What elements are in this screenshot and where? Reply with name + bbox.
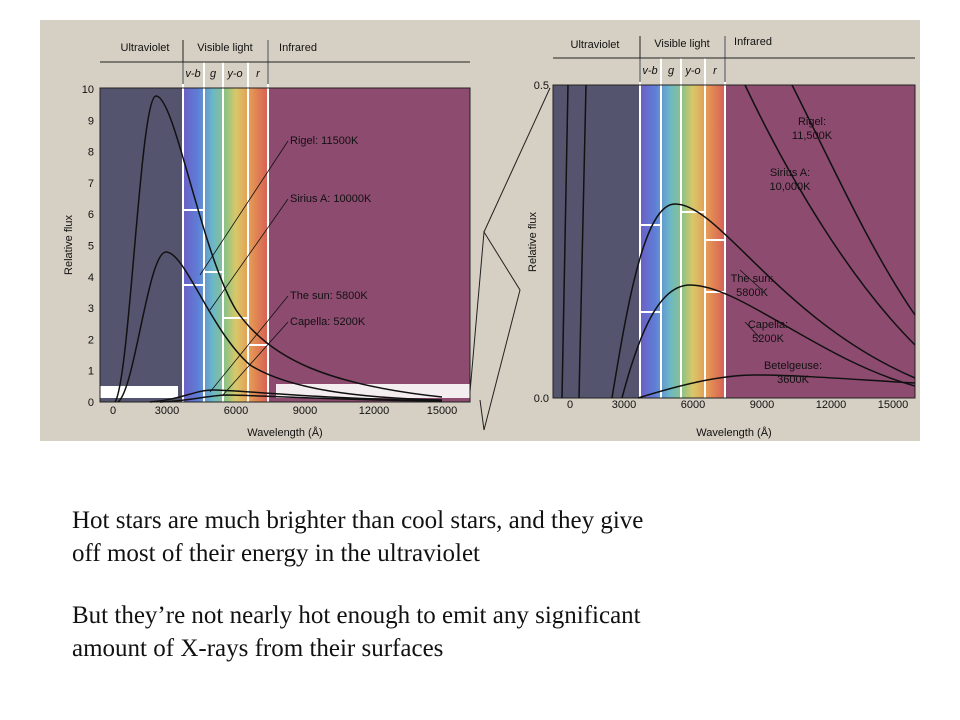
- figure: Ultraviolet Visible light Infrared v-b g…: [40, 20, 920, 441]
- plot-frame: [99, 87, 471, 403]
- band-label: Ultraviolet: [121, 42, 170, 54]
- sub-band-label: g: [668, 65, 675, 77]
- y-tick-label: 10: [82, 84, 94, 96]
- y-tick-label: 0: [88, 397, 94, 409]
- body-text: Hot stars are much brighter than cool st…: [72, 507, 643, 662]
- y-tick-label: 3: [88, 303, 94, 315]
- x-tick-label: 3000: [155, 405, 179, 417]
- band-label: Infrared: [279, 42, 317, 54]
- band-label: Infrared: [734, 36, 772, 48]
- band-label: Ultraviolet: [571, 39, 620, 51]
- sub-band-label: r: [713, 65, 718, 77]
- sub-band-label: r: [256, 68, 261, 80]
- paragraph-line: But they’re not nearly hot enough to emi…: [72, 602, 641, 629]
- x-axis-label: Wavelength (Å): [247, 426, 322, 439]
- sub-band-label: y-o: [684, 65, 700, 77]
- curve-label: 5800K: [736, 287, 768, 299]
- x-tick-label: 12000: [359, 405, 390, 417]
- y-tick-label: 2: [88, 334, 94, 346]
- x-tick-label: 12000: [816, 399, 847, 411]
- visible-region: [640, 85, 725, 398]
- zoom-wedge: [469, 230, 521, 431]
- curve-label: The sun:: [731, 273, 774, 285]
- curve-label: The sun: 5800K: [290, 290, 368, 302]
- x-tick-label: 0: [110, 405, 116, 417]
- y-tick-label: 7: [88, 178, 94, 190]
- curve-label: Rigel: 11500K: [290, 135, 359, 147]
- patch: [100, 386, 178, 398]
- band-label: Visible light: [654, 38, 709, 50]
- sub-band-label: v-b: [642, 65, 657, 77]
- x-axis-label: Wavelength (Å): [696, 426, 771, 439]
- curve-label: Rigel:: [798, 116, 826, 128]
- curve-label: Betelgeuse:: [764, 360, 822, 372]
- curve-label: Sirius A:: [770, 167, 810, 179]
- sub-band-label: g: [210, 68, 217, 80]
- y-tick-label: 6: [88, 209, 94, 221]
- y-tick-label: 9: [88, 115, 94, 127]
- ir-region: [268, 88, 470, 402]
- curve-label: Sirius A: 10000K: [290, 193, 372, 205]
- band-label: Visible light: [197, 42, 252, 54]
- leader-lines: [739, 269, 763, 339]
- curves: [114, 95, 443, 403]
- x-tick-label: 15000: [427, 405, 458, 417]
- sub-band-label: y-o: [226, 68, 242, 80]
- y-tick-label: 0.5: [534, 80, 549, 92]
- curve-label: 10,000K: [770, 181, 812, 193]
- zoom-line: [483, 87, 551, 233]
- curve-label: 3600K: [777, 374, 809, 386]
- visible-region: [183, 88, 268, 402]
- curve-label: Capella: 5200K: [290, 316, 366, 328]
- plot-frame: [552, 84, 916, 399]
- x-tick-label: 3000: [612, 399, 636, 411]
- y-tick-label: 0.0: [534, 393, 549, 405]
- paragraph-line: off most of their energy in the ultravio…: [72, 540, 480, 567]
- y-tick-label: 8: [88, 147, 94, 159]
- y-tick-label: 5: [88, 241, 94, 253]
- uv-region: [100, 88, 183, 402]
- y-axis-label: Relative flux: [527, 212, 539, 272]
- x-tick-label: 0: [567, 399, 573, 411]
- header-lines: [100, 40, 470, 84]
- curve-label: 5200K: [752, 333, 784, 345]
- y-axis-label: Relative flux: [63, 215, 75, 275]
- x-tick-label: 6000: [224, 405, 248, 417]
- paragraph-line: Hot stars are much brighter than cool st…: [72, 507, 643, 534]
- curve-label: Capella:: [748, 319, 788, 331]
- curves: [561, 84, 916, 399]
- x-tick-label: 9000: [750, 399, 774, 411]
- sub-band-label: v-b: [185, 68, 200, 80]
- paragraph-line: amount of X-rays from their surfaces: [72, 635, 443, 662]
- y-tick-label: 1: [88, 366, 94, 378]
- x-tick-label: 9000: [293, 405, 317, 417]
- leader-lines: [199, 140, 289, 397]
- x-tick-label: 15000: [878, 399, 909, 411]
- x-tick-label: 6000: [681, 399, 705, 411]
- header-lines: [553, 36, 915, 82]
- y-tick-label: 4: [88, 272, 94, 284]
- curve-label: 11,500K: [792, 130, 833, 142]
